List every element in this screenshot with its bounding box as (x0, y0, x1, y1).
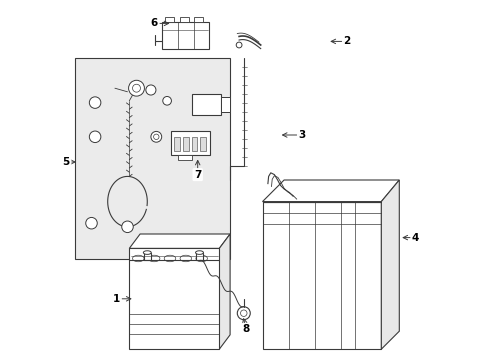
Circle shape (89, 131, 101, 143)
Polygon shape (219, 234, 230, 349)
Text: 5: 5 (62, 157, 70, 167)
Polygon shape (129, 234, 230, 248)
Bar (221, 97, 230, 112)
Ellipse shape (195, 251, 203, 255)
Polygon shape (262, 180, 399, 202)
Circle shape (153, 134, 159, 139)
Circle shape (132, 84, 140, 92)
Circle shape (240, 310, 246, 316)
Circle shape (128, 80, 144, 96)
Ellipse shape (180, 255, 191, 262)
Ellipse shape (196, 255, 207, 262)
Polygon shape (262, 202, 381, 349)
Bar (129, 248, 219, 349)
Bar (191, 137, 197, 151)
Circle shape (89, 97, 101, 108)
Bar (196, 253, 203, 261)
Ellipse shape (164, 255, 175, 262)
Bar (200, 137, 205, 151)
Ellipse shape (143, 251, 151, 255)
Bar (75, 58, 230, 259)
Text: 1: 1 (113, 294, 120, 304)
Circle shape (163, 96, 171, 105)
Bar (178, 155, 192, 160)
Text: 4: 4 (411, 233, 418, 243)
Circle shape (85, 217, 97, 229)
Ellipse shape (132, 255, 144, 262)
Bar (192, 94, 221, 115)
Text: 3: 3 (298, 130, 305, 140)
Text: 7: 7 (194, 170, 201, 180)
Circle shape (151, 131, 162, 142)
Bar (183, 137, 188, 151)
Circle shape (122, 221, 133, 233)
Text: 2: 2 (343, 36, 350, 46)
Circle shape (145, 85, 156, 95)
Text: 8: 8 (242, 324, 249, 334)
Bar (194, 17, 203, 22)
Bar (162, 22, 208, 49)
Polygon shape (381, 180, 399, 349)
Bar (165, 17, 174, 22)
Ellipse shape (148, 255, 160, 262)
Bar (170, 131, 210, 155)
Bar (179, 17, 188, 22)
Text: 6: 6 (151, 18, 158, 28)
Bar (174, 137, 180, 151)
Circle shape (237, 307, 250, 320)
Circle shape (236, 42, 242, 48)
Bar (144, 253, 150, 261)
